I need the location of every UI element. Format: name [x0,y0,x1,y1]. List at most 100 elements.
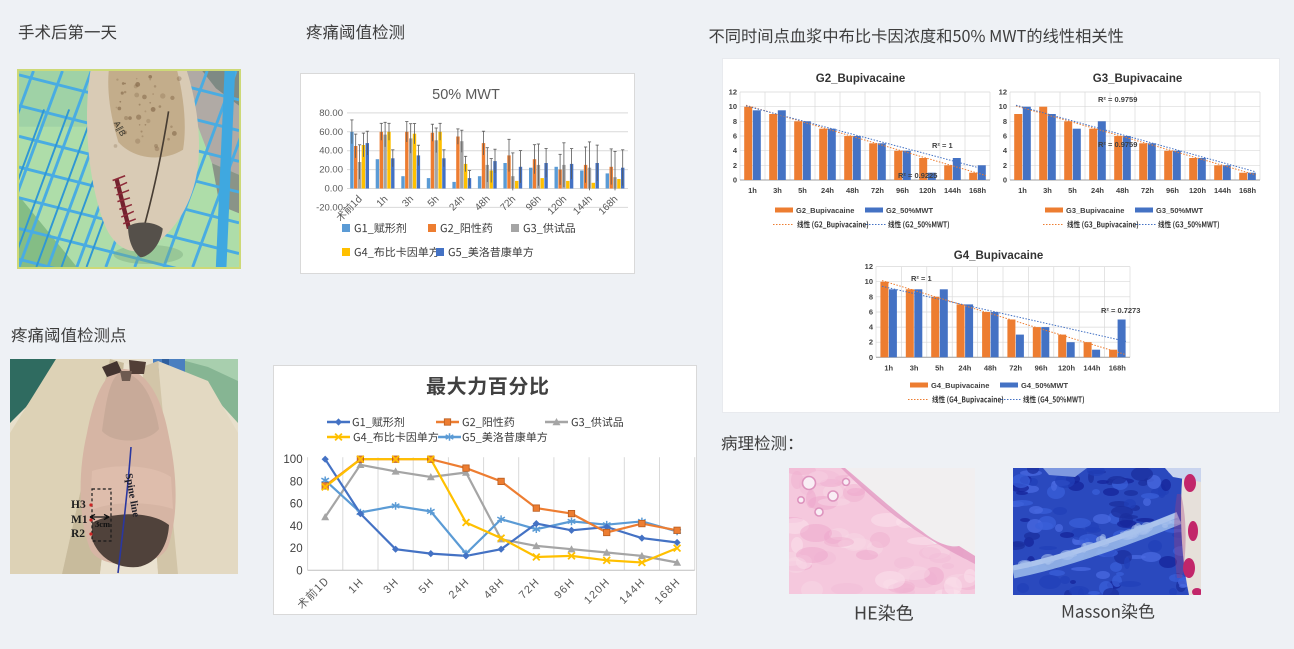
svg-text:G4_50%MWT: G4_50%MWT [1021,381,1069,390]
svg-text:M1: M1 [71,514,88,526]
svg-text:168h: 168h [1239,186,1257,195]
svg-text:80.00: 80.00 [319,108,343,119]
svg-text:G4_Bupivacaine: G4_Bupivacaine [954,250,1043,262]
svg-text:0: 0 [1003,176,1007,185]
svg-text:4: 4 [733,146,738,155]
svg-text:12: 12 [729,88,737,97]
svg-text:168h: 168h [969,186,987,195]
svg-text:48H: 48H [482,576,508,602]
svg-text:72h: 72h [1141,186,1154,195]
svg-text:120h: 120h [546,194,570,218]
svg-text:R² = 1: R² = 1 [932,141,953,150]
svg-text:120h: 120h [919,186,937,195]
svg-text:40: 40 [290,521,303,533]
svg-text:4: 4 [869,323,874,332]
svg-text:10: 10 [729,102,737,111]
svg-text:60.00: 60.00 [319,127,343,138]
svg-text:96h: 96h [524,194,544,214]
svg-text:24h: 24h [958,363,971,372]
svg-text:72h: 72h [871,186,884,195]
svg-text:6: 6 [1003,132,1007,141]
svg-text:3h: 3h [773,186,782,195]
svg-text:168H: 168H [652,576,683,607]
svg-text:120h: 120h [1058,363,1076,372]
svg-text:2: 2 [869,338,873,347]
svg-text:3h: 3h [1043,186,1052,195]
svg-text:168h: 168h [1109,363,1127,372]
svg-text:8: 8 [1003,117,1007,126]
svg-text:0: 0 [869,353,873,362]
svg-text:50% MWT: 50% MWT [432,87,500,103]
svg-text:2: 2 [733,161,737,170]
svg-text:R2: R2 [71,528,85,540]
svg-text:G2_Bupivacaine: G2_Bupivacaine [816,73,905,85]
svg-text:G3_Bupivacaine: G3_Bupivacaine [1093,73,1182,85]
svg-text:60: 60 [290,499,303,511]
svg-text:G2_50%MWT: G2_50%MWT [886,206,934,215]
svg-text:72h: 72h [499,194,519,214]
svg-text:5h: 5h [935,363,944,372]
svg-text:48h: 48h [984,363,997,372]
svg-text:5H: 5H [417,576,437,596]
svg-text:144H: 144H [617,576,648,607]
svg-text:48h: 48h [473,194,493,214]
svg-text:144h: 144h [1083,363,1101,372]
svg-text:10: 10 [999,102,1007,111]
svg-text:3H: 3H [381,576,401,596]
svg-text:6: 6 [733,132,737,141]
svg-text:G2_Bupivacaine: G2_Bupivacaine [796,206,854,215]
svg-text:8: 8 [733,117,737,126]
svg-text:1H: 1H [346,576,366,596]
svg-text:96h: 96h [896,186,909,195]
svg-text:-20.00: -20.00 [316,202,343,213]
svg-text:R² = 0.7273: R² = 0.7273 [1101,306,1140,315]
svg-text:3h: 3h [910,363,919,372]
svg-text:72H: 72H [517,576,543,602]
svg-text:48h: 48h [846,186,859,195]
svg-text:24h: 24h [821,186,834,195]
svg-text:20: 20 [290,543,303,555]
svg-text:R² = 1: R² = 1 [911,274,932,283]
svg-text:G4_Bupivacaine: G4_Bupivacaine [931,381,989,390]
svg-text:96H: 96H [552,576,578,602]
svg-text:48h: 48h [1116,186,1129,195]
svg-text:168h: 168h [597,194,621,218]
svg-text:12: 12 [865,262,873,271]
svg-text:72h: 72h [1009,363,1022,372]
svg-text:24h: 24h [448,194,468,214]
svg-text:6: 6 [869,308,873,317]
svg-text:4: 4 [1003,146,1008,155]
svg-text:100: 100 [283,454,302,466]
svg-text:0.00: 0.00 [325,184,344,195]
svg-text:5h: 5h [798,186,807,195]
svg-text:144h: 144h [1214,186,1232,195]
svg-text:5h: 5h [1068,186,1077,195]
svg-text:R² = 0.9759: R² = 0.9759 [1098,95,1137,104]
svg-text:G3_Bupivacaine: G3_Bupivacaine [1066,206,1124,215]
svg-text:20.00: 20.00 [319,165,343,176]
svg-text:1h: 1h [748,186,757,195]
svg-text:3cm: 3cm [95,519,110,529]
svg-text:1h: 1h [1018,186,1027,195]
svg-text:8: 8 [869,292,873,301]
svg-text:24h: 24h [1091,186,1104,195]
svg-text:H3: H3 [71,499,86,511]
svg-text:96h: 96h [1035,363,1048,372]
svg-text:0: 0 [733,176,737,185]
svg-text:120h: 120h [1189,186,1207,195]
svg-text:2: 2 [1003,161,1007,170]
svg-text:R² = 0.9225: R² = 0.9225 [898,171,937,180]
svg-text:10: 10 [865,277,873,286]
svg-text:120H: 120H [582,576,613,607]
svg-text:24H: 24H [447,576,473,602]
svg-text:1h: 1h [884,363,893,372]
svg-text:144h: 144h [944,186,962,195]
svg-text:80: 80 [290,476,303,488]
svg-text:144h: 144h [571,194,595,218]
svg-text:R² = 0.9759: R² = 0.9759 [1098,140,1137,149]
svg-text:12: 12 [999,88,1007,97]
svg-text:G3_50%MWT: G3_50%MWT [1156,206,1204,215]
svg-text:96h: 96h [1166,186,1179,195]
svg-text:0: 0 [296,565,302,577]
svg-text:40.00: 40.00 [319,146,343,157]
